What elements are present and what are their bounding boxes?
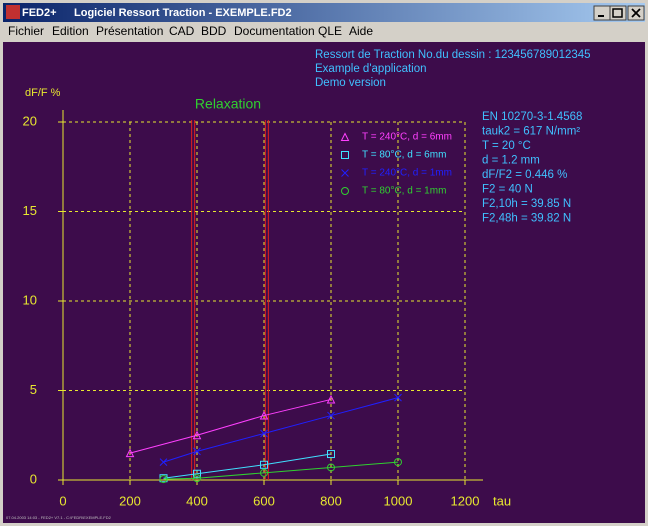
- legend-symbol: [341, 169, 349, 177]
- header-line: Example d'application: [315, 63, 427, 75]
- icon: [631, 8, 641, 18]
- x-tick-label: 400: [186, 493, 208, 508]
- info-line: F2 = 40 N: [482, 184, 533, 196]
- data-point: [394, 393, 402, 402]
- info-line: F2,10h = 39.85 N: [482, 198, 571, 210]
- data-point: [159, 458, 168, 466]
- info-line: T = 20 °C: [482, 140, 531, 152]
- legend-label: T = 80°C, d = 6mm: [362, 150, 446, 161]
- info-line: F2,48h = 39.82 N: [482, 213, 571, 225]
- icon: [612, 8, 623, 18]
- data-point: [327, 411, 335, 420]
- window-buttons: [593, 5, 645, 21]
- app-icon: [6, 5, 20, 19]
- y-tick-label: 0: [30, 471, 37, 486]
- legend-label: T = 80°C, d = 1mm: [362, 186, 446, 197]
- menu-item[interactable]: Edition: [52, 24, 89, 38]
- info-line: tauk2 = 617 N/mm²: [482, 126, 580, 138]
- info-line: d = 1.2 mm: [482, 155, 540, 167]
- menu-item[interactable]: Documentation: [234, 24, 315, 38]
- menu-item[interactable]: BDD: [201, 24, 227, 38]
- data-point: [260, 429, 268, 438]
- data-point: [259, 410, 269, 420]
- x-tick-label: 600: [253, 493, 275, 508]
- y-tick-label: 15: [23, 203, 37, 218]
- legend-symbol: [341, 187, 349, 195]
- menu-item[interactable]: CAD: [169, 24, 195, 38]
- data-point: [327, 463, 335, 472]
- window-title: Logiciel Ressort Traction - EXEMPLE.FD2: [74, 7, 292, 19]
- series-line: [163, 453, 332, 479]
- series-line: [163, 461, 399, 480]
- y-axis-label: dF/F %: [25, 87, 61, 99]
- menu-item[interactable]: Présentation: [96, 24, 163, 38]
- y-tick-label: 5: [30, 382, 37, 397]
- legend-symbol: [341, 151, 349, 159]
- x-tick-label: 1000: [384, 493, 413, 508]
- legend-label: T = 240°C, d = 6mm: [362, 132, 452, 143]
- data-point: [394, 458, 402, 467]
- legend-label: T = 240°C, d = 1mm: [362, 168, 452, 179]
- x-tick-label: 1200: [451, 493, 480, 508]
- data-point: [193, 469, 201, 478]
- y-tick-label: 20: [23, 113, 37, 128]
- data-point: [125, 448, 135, 458]
- info-line: dF/F2 = 0.446 %: [482, 169, 567, 181]
- menu-item[interactable]: QLE: [318, 24, 342, 38]
- header-line: Demo version: [315, 77, 386, 89]
- data-point: [193, 474, 201, 483]
- legend-symbol: [340, 132, 350, 141]
- minimize-button[interactable]: [593, 5, 611, 21]
- data-point: [193, 447, 201, 456]
- header-line: Ressort de Traction No.du dessin : 12345…: [315, 49, 591, 61]
- status-text: 07.04.2003 14:03 - FED2+ V7.1 - C:\FEDR\…: [6, 515, 112, 520]
- data-point: [260, 460, 268, 469]
- data-point: [326, 394, 336, 404]
- data-point: [192, 430, 202, 440]
- x-axis-label: tau: [493, 493, 511, 508]
- title-bar: [3, 3, 645, 22]
- app-name: FED2+: [22, 7, 57, 19]
- y-tick-label: 10: [23, 292, 37, 307]
- x-tick-label: 0: [59, 493, 66, 508]
- series-line: [129, 398, 332, 454]
- x-tick-label: 200: [119, 493, 141, 508]
- menu-item[interactable]: Aide: [349, 24, 373, 38]
- data-point: [260, 468, 268, 477]
- data-point: [327, 450, 335, 459]
- x-tick-label: 800: [320, 493, 342, 508]
- data-point: [159, 475, 168, 484]
- menu-item[interactable]: Fichier: [8, 24, 44, 38]
- chart-title: Relaxation: [195, 96, 261, 112]
- info-line: EN 10270-3-1.4568: [482, 111, 582, 123]
